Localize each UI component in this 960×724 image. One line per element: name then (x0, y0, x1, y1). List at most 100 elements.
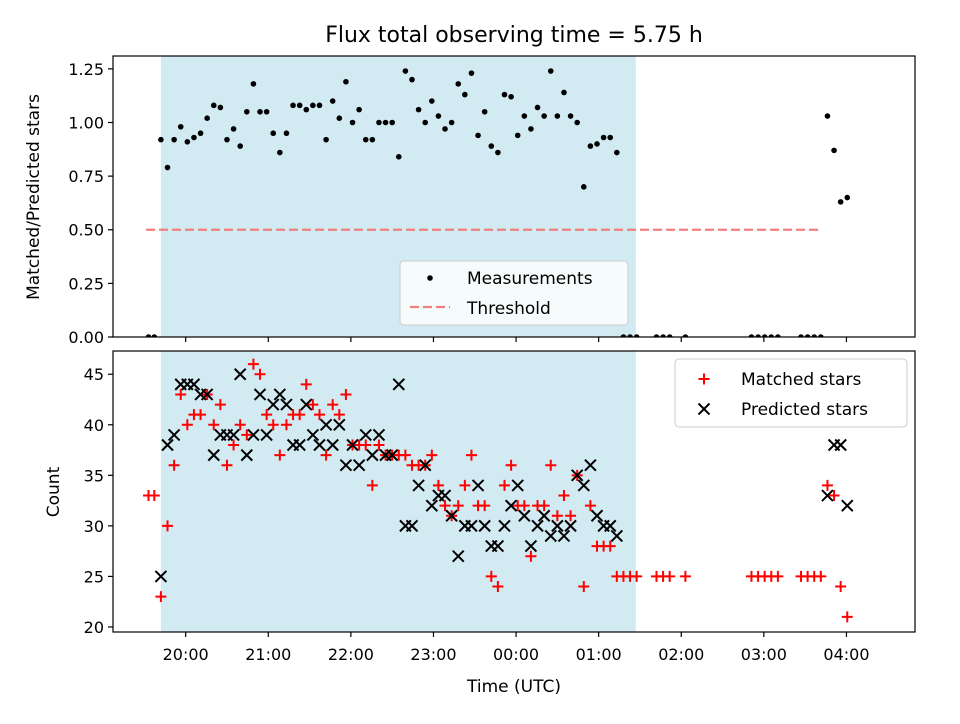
matched-star-point (459, 479, 471, 491)
matched-star-point (558, 490, 570, 502)
matched-star-point (518, 500, 530, 512)
x-tick-label: 04:00 (823, 645, 869, 664)
x-axis-label: Time (UTC) (466, 677, 561, 697)
measurement-point (329, 98, 336, 104)
predicted-star-point (531, 519, 544, 533)
measurement-point (145, 334, 152, 337)
measurement-point (501, 91, 508, 98)
x-tick-label: 22:00 (328, 645, 374, 664)
predicted-star-point (385, 448, 399, 462)
measurement-point (561, 89, 567, 96)
measurement-point (250, 81, 257, 87)
measurement-point (277, 149, 283, 156)
matched-star-point (551, 510, 563, 522)
matched-star-point (492, 581, 504, 593)
measurement-point (197, 130, 204, 137)
predicted-star-point (834, 438, 847, 452)
matched-star-point (228, 439, 240, 451)
predicted-star-point (207, 448, 220, 462)
matched-star-point (499, 479, 511, 491)
matched-star-point (815, 570, 827, 582)
matched-star-point (360, 439, 372, 451)
measurement-point (303, 106, 310, 113)
measurement-point (244, 108, 250, 115)
predicted-star-point (187, 378, 201, 391)
measurement-point (844, 194, 851, 201)
measurement-point (666, 334, 673, 337)
measurement-point (614, 149, 620, 156)
predicted-star-point (604, 519, 617, 533)
measurement-point (495, 149, 501, 156)
measurement-point (534, 104, 541, 111)
predicted-star-point (821, 489, 834, 502)
measurement-point (237, 143, 243, 149)
measurement-point (151, 334, 158, 337)
matched-star-point (479, 500, 491, 512)
y-tick-label: 0.25 (68, 274, 104, 293)
measurement-point (349, 119, 356, 126)
measurement-point (191, 134, 197, 141)
measurement-point (343, 78, 349, 85)
predicted-star-point (352, 459, 366, 472)
legend-predicted-marker (697, 402, 711, 416)
predicted-star-point (319, 418, 333, 431)
measurement-point (336, 115, 343, 122)
matched-star-point (426, 449, 438, 461)
y-tick-label: 0.50 (68, 221, 104, 240)
measurement-point (508, 93, 514, 100)
legend-matched-marker (698, 373, 710, 385)
matched-star-point (432, 479, 444, 491)
predicted-star-point (253, 388, 267, 401)
matched-star-point (604, 540, 616, 552)
x-tick-label: 03:00 (741, 645, 787, 664)
measurement-point (402, 68, 409, 74)
predicted-star-point (524, 539, 538, 553)
y-tick-label: 45 (84, 365, 104, 384)
matched-star-point (545, 459, 557, 471)
legend-label-predicted: Predicted stars (741, 400, 868, 420)
x-tick-label: 20:00 (163, 645, 209, 664)
measurement-point (521, 113, 528, 119)
matched-star-point (525, 550, 537, 562)
measurement-point (818, 334, 824, 337)
measurement-point (768, 334, 775, 337)
measurement-point (798, 334, 804, 337)
measurement-point (177, 123, 184, 130)
matched-star-point (274, 449, 286, 461)
matched-star-point (294, 409, 306, 421)
axes-frame (112, 350, 916, 633)
matched-star-point (333, 409, 345, 421)
chart-title: Flux total observing time = 5.75 h (325, 23, 703, 48)
predicted-star-point (419, 459, 432, 472)
matched-star-point (439, 500, 451, 512)
matched-star-point (221, 459, 233, 471)
predicted-star-point (233, 368, 247, 381)
x-tick-label: 00:00 (493, 645, 539, 664)
predicted-star-point (465, 519, 478, 533)
matched-star-point (821, 479, 833, 491)
y-tick-label: 20 (84, 618, 104, 637)
predicted-star-point (300, 398, 313, 411)
matched-star-point (175, 388, 187, 400)
y-tick-label: 40 (84, 416, 104, 435)
predicted-star-point (518, 509, 531, 522)
predicted-star-point (577, 479, 591, 492)
predicted-star-point (313, 438, 326, 452)
predicted-star-point (445, 509, 458, 522)
predicted-star-point (471, 479, 485, 492)
matched-star-point (505, 459, 517, 471)
matched-star-point (631, 570, 643, 582)
predicted-star-point (544, 529, 557, 543)
x-tick-label: 01:00 (576, 645, 622, 664)
measurement-point (627, 334, 633, 337)
measurement-point (429, 98, 435, 104)
matched-star-point (835, 581, 847, 593)
measurement-point (442, 126, 448, 132)
predicted-star-point (392, 378, 405, 391)
predicted-star-point (161, 438, 174, 452)
predicted-star-point (570, 469, 584, 482)
predicted-star-point (537, 509, 551, 522)
predicted-star-point (452, 549, 465, 563)
measurement-point (395, 154, 402, 160)
